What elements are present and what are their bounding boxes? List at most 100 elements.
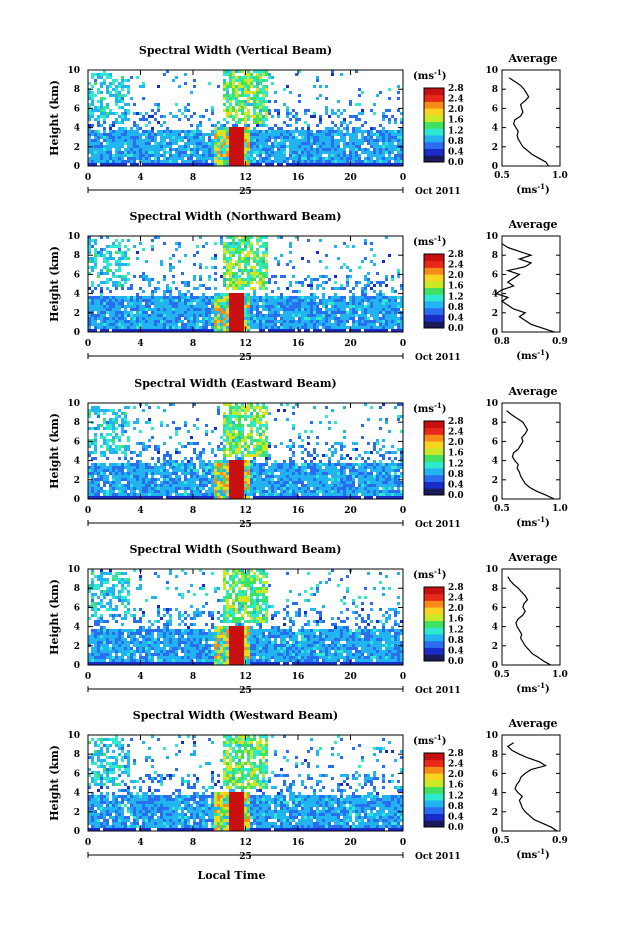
x-tick-label: 8 xyxy=(190,672,196,682)
heatmap-cells xyxy=(88,403,403,499)
colorbar-swatch xyxy=(424,488,444,496)
colorbar-swatch xyxy=(424,128,444,136)
y-tick-label: 10 xyxy=(67,565,80,575)
colorbar-tick-label: 1.6 xyxy=(448,449,464,459)
avg-y-tick-label: 4 xyxy=(492,457,498,467)
average-title: Average xyxy=(507,551,557,564)
x-tick-label: 20 xyxy=(344,838,357,848)
y-tick-label: 2 xyxy=(74,642,80,652)
avg-y-tick-label: 0 xyxy=(492,162,498,172)
colorbar-swatch xyxy=(424,321,444,329)
x-tick-label: 4 xyxy=(137,173,143,183)
colorbar-swatch xyxy=(424,820,444,828)
colorbar-tick-label: 2.8 xyxy=(448,417,464,427)
colorbar-tick-label: 2.8 xyxy=(448,749,464,759)
x-tick-label: 4 xyxy=(137,838,143,848)
colorbar-swatch xyxy=(424,468,444,476)
colorbar-tick-label: 0.8 xyxy=(448,802,464,812)
colorbar-tick-label: 1.2 xyxy=(448,292,464,302)
date-month-year-label: Oct 2011 xyxy=(415,686,461,696)
colorbar-tick-label: 2.8 xyxy=(448,84,464,94)
x-tick-label: 0 xyxy=(85,838,91,848)
y-tick-label: 8 xyxy=(74,418,80,428)
heatmap-cells xyxy=(88,70,403,166)
y-tick-label: 0 xyxy=(74,827,80,837)
x-tick-label: 0 xyxy=(85,339,91,349)
colorbar-swatch xyxy=(424,620,444,628)
avg-y-tick-label: 8 xyxy=(492,750,498,760)
avg-x-tick-label: 1.0 xyxy=(552,171,568,181)
x-tick-label: 0 xyxy=(85,506,91,516)
x-tick-label: 16 xyxy=(292,838,305,848)
x-tick-label: 8 xyxy=(190,173,196,183)
avg-x-tick-label: 0.5 xyxy=(494,171,510,181)
y-tick-label: 6 xyxy=(74,104,80,114)
colorbar-swatch xyxy=(424,88,444,96)
colorbar-tick-label: 2.0 xyxy=(448,105,464,115)
colorbar-swatch xyxy=(424,114,444,123)
date-month-year-label: Oct 2011 xyxy=(415,353,461,363)
avg-y-tick-label: 6 xyxy=(492,104,498,114)
avg-y-tick-label: 4 xyxy=(492,623,498,633)
colorbar-tick-label: 0.8 xyxy=(448,303,464,313)
average-unit: (ms-1) xyxy=(516,681,549,695)
x-tick-label: 12 xyxy=(239,173,252,183)
date-month-year-label: Oct 2011 xyxy=(415,520,461,530)
avg-x-tick-label: 0.5 xyxy=(494,670,510,680)
colorbar-swatch xyxy=(424,148,444,156)
colorbar-swatch xyxy=(424,634,444,642)
average-unit: (ms-1) xyxy=(516,348,549,362)
colorbar-tick-label: 1.6 xyxy=(448,282,464,292)
average-frame xyxy=(501,69,561,167)
x-tick-label: 20 xyxy=(344,672,357,682)
colorbar-swatch xyxy=(424,94,444,102)
y-tick-label: 2 xyxy=(74,309,80,319)
y-tick-label: 4 xyxy=(74,124,80,134)
y-tick-label: 2 xyxy=(74,808,80,818)
colorbar-swatch xyxy=(424,427,444,435)
average-profile-line xyxy=(507,576,551,666)
x-tick-label: 0 xyxy=(400,506,406,516)
date-day-label: 25 xyxy=(239,520,252,530)
y-tick-label: 0 xyxy=(74,495,80,505)
y-tick-label: 0 xyxy=(74,661,80,671)
heatmap-title: Spectral Width (Eastward Beam) xyxy=(134,377,336,390)
colorbar-swatch xyxy=(424,640,444,648)
avg-x-tick-label: 0.8 xyxy=(494,337,510,347)
heatmap-title: Spectral Width (Northward Beam) xyxy=(130,210,342,223)
colorbar-swatch xyxy=(424,141,444,149)
colorbar-swatch xyxy=(424,627,444,635)
avg-y-tick-label: 6 xyxy=(492,769,498,779)
colorbar-swatch xyxy=(424,600,444,608)
avg-y-tick-label: 4 xyxy=(492,789,498,799)
average-title: Average xyxy=(507,52,557,65)
colorbar-tick-label: 2.4 xyxy=(448,594,464,604)
date-day-label: 25 xyxy=(239,852,252,862)
avg-y-tick-label: 10 xyxy=(485,232,498,242)
colorbar-swatch xyxy=(424,800,444,808)
y-tick-label: 10 xyxy=(67,399,80,409)
avg-y-tick-label: 8 xyxy=(492,584,498,594)
heatmap-title: Spectral Width (Southward Beam) xyxy=(129,543,341,556)
colorbar-tick-label: 0.0 xyxy=(448,823,464,833)
avg-y-tick-label: 4 xyxy=(492,124,498,134)
avg-y-tick-label: 2 xyxy=(492,642,498,652)
avg-y-tick-label: 4 xyxy=(492,290,498,300)
avg-y-tick-label: 2 xyxy=(492,476,498,486)
colorbar-swatch xyxy=(424,766,444,774)
colorbar-swatch xyxy=(424,647,444,655)
colorbar-tick-label: 2.0 xyxy=(448,438,464,448)
colorbar-frame xyxy=(423,586,445,662)
y-tick-label: 6 xyxy=(74,270,80,280)
x-tick-label: 8 xyxy=(190,339,196,349)
colorbar-swatch xyxy=(424,753,444,761)
colorbar-tick-label: 1.2 xyxy=(448,791,464,801)
colorbar-swatch xyxy=(424,254,444,262)
avg-y-tick-label: 8 xyxy=(492,85,498,95)
y-tick-label: 4 xyxy=(74,290,80,300)
colorbar-swatch xyxy=(424,421,444,429)
average-profile-line xyxy=(508,77,549,167)
avg-y-tick-label: 2 xyxy=(492,808,498,818)
colorbar-tick-label: 2.4 xyxy=(448,95,464,105)
